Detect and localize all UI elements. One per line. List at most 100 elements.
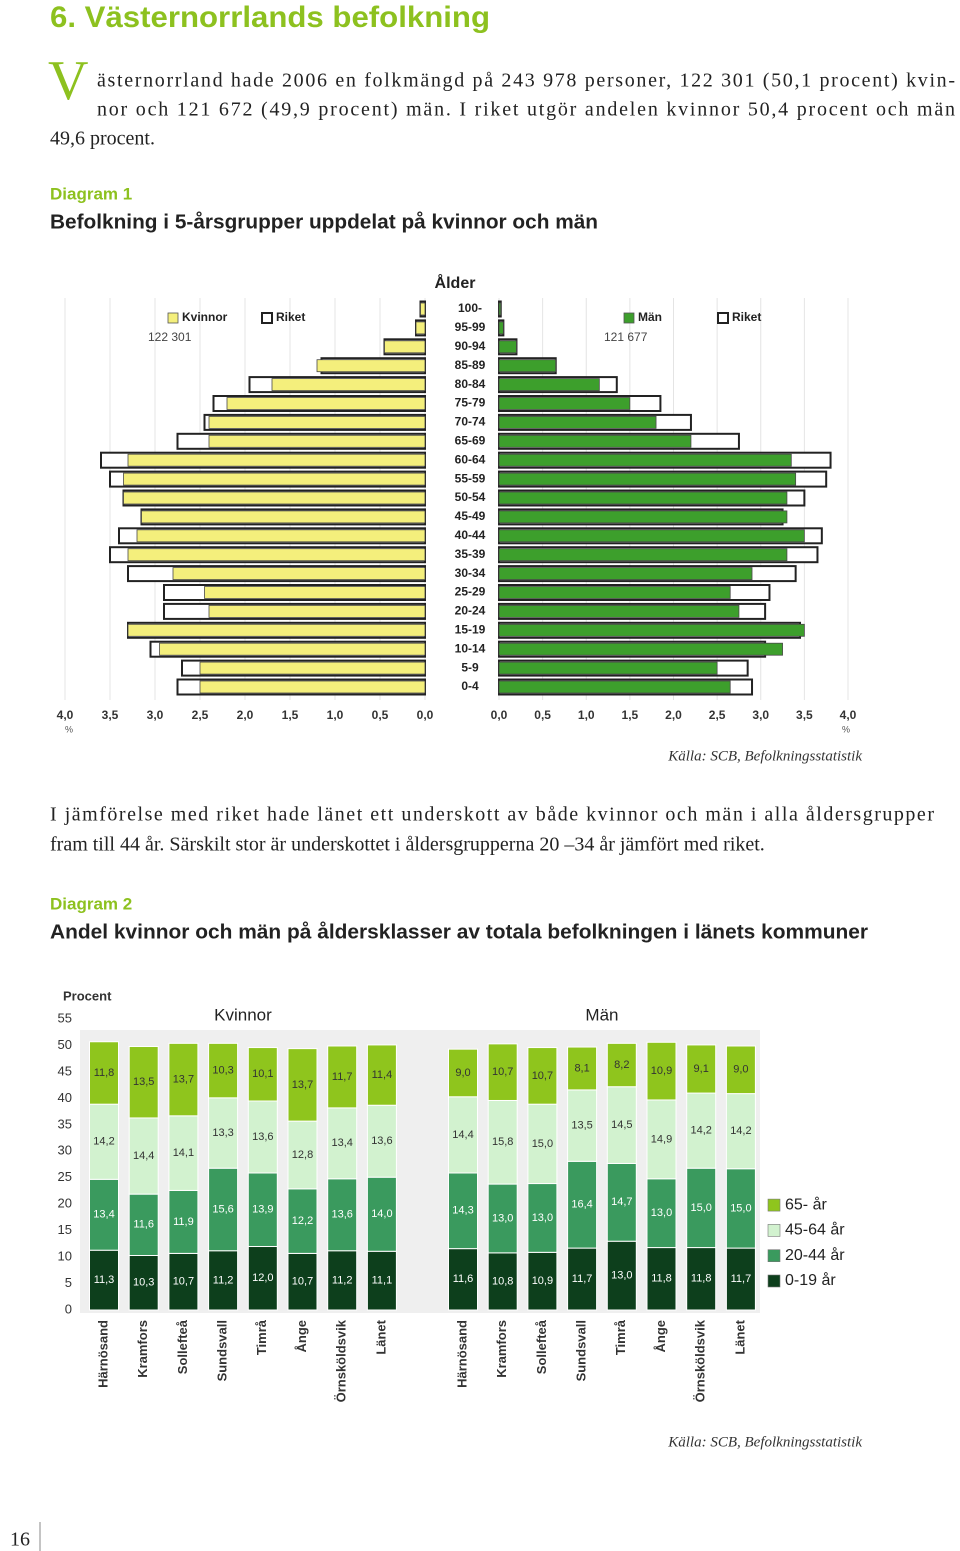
bar: [141, 510, 426, 524]
legend-total: 121 677: [604, 330, 648, 344]
y-tick-label: 55: [58, 1010, 72, 1025]
bar-segment: [567, 1160, 598, 1249]
age-label: 70-74: [455, 415, 486, 429]
bar-segment: [168, 1042, 199, 1117]
bar: [498, 321, 504, 335]
category-label: Kramfors: [135, 1320, 150, 1378]
x-tick-label: 3,0: [752, 708, 769, 722]
bar-segment: [606, 1086, 637, 1164]
bar-segment: [606, 1042, 637, 1088]
value-label: 13,3: [212, 1127, 233, 1139]
age-label: 65-69: [455, 433, 486, 447]
value-label: 15,0: [690, 1202, 711, 1214]
value-label: 14,9: [651, 1133, 672, 1145]
bar-segment: [89, 1103, 119, 1180]
legend-swatch: [623, 312, 635, 324]
pyramid-chart: 0,0 0,5 1,0 1,5 2,0 2,5 3,0 3,5 4,0% 0,0 0,5 1,0 1,5…: [57, 298, 857, 734]
value-label: 14,0: [371, 1208, 392, 1220]
y-tick-label: 50: [58, 1037, 72, 1052]
bar-segment: [287, 1252, 318, 1311]
intro-line: nor och 121 672 (49,9 procent) män. I ri…: [97, 99, 955, 121]
value-label: 14,4: [133, 1150, 154, 1162]
x-tick-label: 1,5: [622, 708, 639, 722]
value-label: 10,7: [532, 1070, 553, 1082]
x-tick-label: 2,0: [665, 708, 682, 722]
bar: [226, 397, 426, 410]
category-label: Härnösand: [454, 1320, 469, 1388]
value-label: 10,7: [173, 1276, 194, 1288]
bar: [384, 340, 426, 354]
value-label: 11,7: [731, 1273, 752, 1285]
bar-segment: [247, 1246, 278, 1311]
value-label: 16,4: [571, 1199, 592, 1211]
bar-segment: [567, 1247, 598, 1311]
bar-segment: [208, 1250, 239, 1311]
value-label: 15,6: [212, 1203, 233, 1215]
age-label: 85-89: [455, 358, 486, 372]
bar: [123, 491, 426, 505]
value-label: 10,1: [252, 1068, 273, 1080]
x-unit: %: [65, 724, 73, 734]
bar-segment: [366, 1250, 397, 1311]
category-label: Sollefteå: [534, 1319, 549, 1374]
bar-segment: [487, 1043, 518, 1101]
value-label: 11,6: [453, 1273, 474, 1285]
legend-swatch: [767, 1224, 781, 1237]
value-label: 10,3: [212, 1064, 233, 1076]
x-tick-label: 0,5: [372, 708, 389, 722]
bar-segment: [247, 1172, 278, 1248]
bar: [498, 397, 631, 410]
bar: [498, 491, 788, 505]
value-label: 9,0: [455, 1067, 470, 1079]
bar-segment: [448, 1248, 478, 1311]
intro-line: 49,6 procent.: [50, 128, 155, 150]
bar: [498, 340, 517, 354]
diagram-title: Befolkning i 5-årsgrupper uppdelat på kv…: [50, 210, 598, 233]
x-tick-label: 3,0: [147, 708, 164, 722]
bar: [498, 453, 792, 467]
bar-segment: [327, 1178, 358, 1252]
bar-segment: [89, 1041, 119, 1105]
drop-cap: V: [48, 50, 88, 112]
value-label: 12,8: [292, 1149, 313, 1161]
bar: [498, 623, 805, 637]
value-label: 11,8: [691, 1273, 712, 1285]
value-label: 14,2: [730, 1125, 751, 1137]
category-label: Ånge: [653, 1320, 668, 1353]
category-label: Ånge: [294, 1320, 309, 1353]
bar-segment: [448, 1172, 478, 1250]
legend-swatch: [717, 312, 729, 324]
value-label: 11,8: [651, 1273, 672, 1285]
value-label: 13,4: [331, 1137, 352, 1149]
intro-line: ästernorrland hade 2006 en folkmängd på …: [97, 70, 955, 92]
value-label: 8,2: [614, 1059, 629, 1071]
age-label: 30-34: [455, 566, 486, 580]
bar-segment: [686, 1092, 717, 1169]
value-label: 11,3: [94, 1274, 115, 1286]
bar-segment: [725, 1045, 756, 1095]
age-label: 20-24: [455, 604, 486, 618]
x-tick-label: 2,5: [192, 708, 209, 722]
y-tick-label: 30: [58, 1143, 72, 1158]
value-label: 11,9: [173, 1216, 194, 1228]
bar-segment: [527, 1047, 558, 1105]
bar-segment: [208, 1042, 239, 1099]
bar: [498, 302, 502, 316]
value-label: 8,1: [574, 1062, 589, 1074]
bar-segment: [287, 1048, 318, 1122]
category-label: Härnösand: [95, 1320, 110, 1388]
paragraph-line: I jämförelse med riket hade länet ett un…: [50, 804, 934, 826]
diagram-label: Diagram 1: [50, 184, 132, 203]
bar-segment: [89, 1249, 119, 1311]
value-label: 14,5: [611, 1119, 632, 1131]
legend-label: Kvinnor: [182, 310, 228, 324]
bar-segment: [527, 1103, 558, 1185]
age-label: 80-84: [455, 377, 486, 391]
age-label: 75-79: [455, 396, 486, 410]
bar-segment: [646, 1247, 677, 1311]
value-label: 14,4: [452, 1129, 473, 1141]
legend-label: 45-64 år: [785, 1221, 845, 1239]
bar-segment: [128, 1117, 159, 1195]
age-label: 95-99: [455, 320, 486, 334]
